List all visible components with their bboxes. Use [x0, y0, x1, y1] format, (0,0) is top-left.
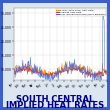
Text: SOUTH CENTRAL: SOUTH CENTRAL: [16, 94, 94, 104]
Text: IMPLIED HEAT RATES: IMPLIED HEAT RATES: [6, 101, 104, 110]
Legend: 5 Year (2005-2009) Heat Rate, Average Heat Rate, 2011 Implied Heat Rate (Daily E: 5 Year (2005-2009) Heat Rate, Average He…: [56, 9, 106, 16]
